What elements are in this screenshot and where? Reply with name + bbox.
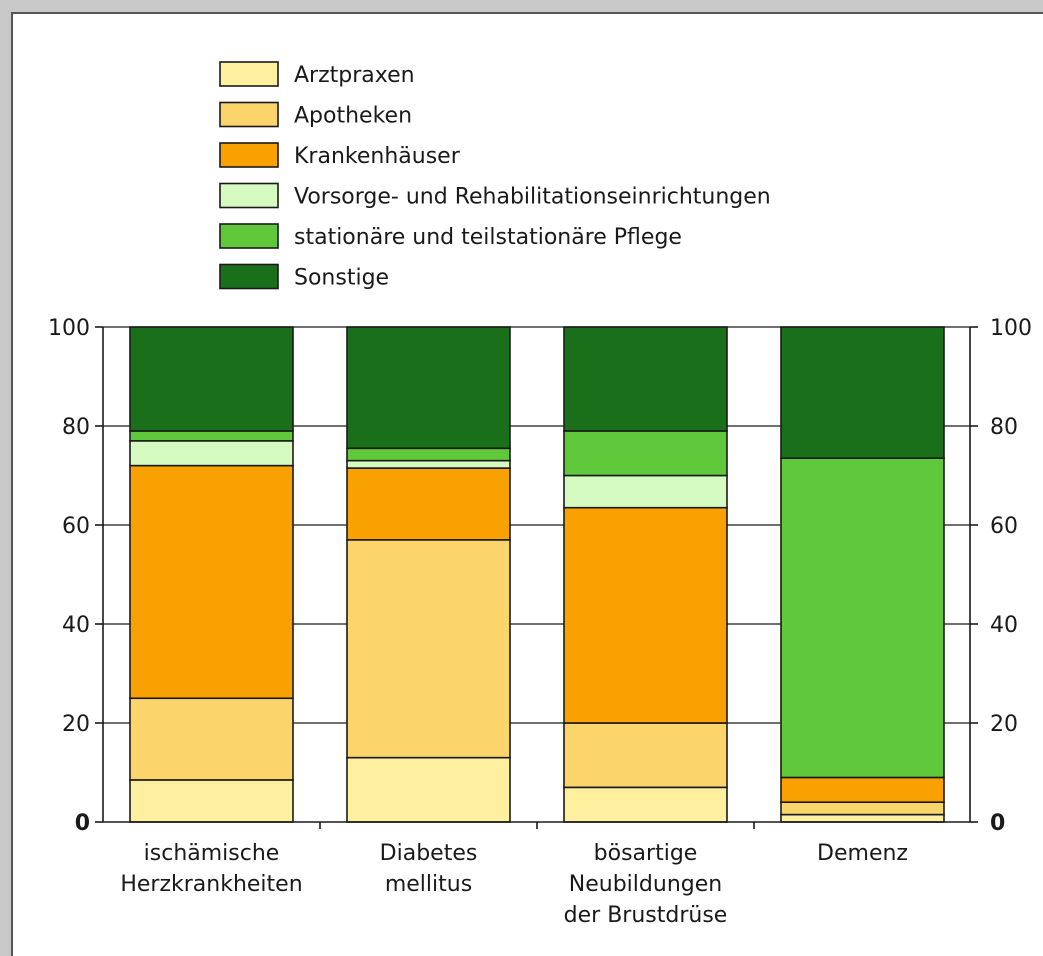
bar-segment bbox=[563, 506, 728, 724]
bar-segment bbox=[129, 440, 294, 467]
legend-swatch bbox=[219, 182, 279, 209]
legend-label: Vorsorge- und Rehabilitationseinrichtung… bbox=[294, 185, 771, 210]
y-tick-labels: 0 0 20 20 40 40 60 60 80 80 100 100 bbox=[48, 316, 1032, 836]
category-label: Herzkrankheiten bbox=[120, 872, 302, 897]
y-tick-label-right: 20 bbox=[990, 712, 1018, 737]
x-tick-labels: ischämische Herzkrankheiten Diabetes mellit… bbox=[120, 841, 908, 928]
y-tick-label-left: 20 bbox=[62, 712, 90, 737]
bar-segment bbox=[563, 430, 728, 477]
legend-label: Arztpraxen bbox=[294, 63, 415, 88]
bar-segment bbox=[129, 464, 294, 700]
y-tick-label-right: 80 bbox=[990, 415, 1018, 440]
category-label: bösartige bbox=[594, 841, 698, 866]
legend-label: Krankenhäuser bbox=[294, 144, 461, 169]
bar-segment bbox=[563, 722, 728, 789]
category-label: Neubildungen bbox=[569, 872, 722, 897]
legend-label: stationäre und teilstationäre Pflege bbox=[294, 225, 682, 250]
bar-segment bbox=[129, 697, 294, 781]
bar-segment bbox=[780, 801, 945, 816]
y-tick-label-right: 40 bbox=[990, 613, 1018, 638]
bar-segment bbox=[346, 467, 511, 541]
y-tick-label-right: 0 bbox=[990, 811, 1005, 836]
bar-segment bbox=[780, 813, 945, 823]
category-label: Diabetes bbox=[380, 841, 478, 866]
legend-label: Apotheken bbox=[294, 104, 412, 129]
category-label: ischämische bbox=[144, 841, 280, 866]
category-label: Demenz bbox=[817, 841, 908, 866]
y-tick-label-left: 100 bbox=[48, 316, 90, 341]
bar-segment bbox=[346, 326, 511, 450]
bar-segment bbox=[563, 326, 728, 432]
bars bbox=[129, 326, 945, 823]
bar-segment bbox=[346, 459, 511, 469]
y-tick-label-left: 0 bbox=[75, 811, 90, 836]
bar-segment bbox=[563, 474, 728, 509]
bar-segment bbox=[780, 457, 945, 779]
bar-segment bbox=[563, 786, 728, 823]
category-label: mellitus bbox=[385, 872, 472, 897]
bar-segment bbox=[129, 779, 294, 823]
y-tick-label-left: 60 bbox=[62, 514, 90, 539]
y-tick-label-left: 80 bbox=[62, 415, 90, 440]
y-tick-label-left: 40 bbox=[62, 613, 90, 638]
bar-segment bbox=[129, 326, 294, 432]
bar-segment bbox=[346, 756, 511, 823]
legend-swatch bbox=[219, 142, 279, 168]
category-label: der Brustdrüse bbox=[564, 903, 728, 928]
legend-swatch bbox=[219, 263, 279, 290]
legend-swatch bbox=[219, 223, 279, 249]
axes bbox=[95, 326, 978, 829]
legend: Arztpraxen Apotheken Krankenhäuser Vorsorge… bbox=[219, 61, 771, 291]
legend-swatch bbox=[219, 61, 279, 87]
legend-swatch bbox=[219, 101, 279, 128]
bar-segment bbox=[129, 430, 294, 442]
y-tick-label-right: 60 bbox=[990, 514, 1018, 539]
bar-segment bbox=[346, 447, 511, 462]
bar-segment bbox=[780, 776, 945, 804]
bar-segment bbox=[780, 326, 945, 459]
legend-label: Sonstige bbox=[294, 266, 389, 291]
bar-segment bbox=[346, 539, 511, 759]
y-tick-label-right: 100 bbox=[990, 316, 1032, 341]
